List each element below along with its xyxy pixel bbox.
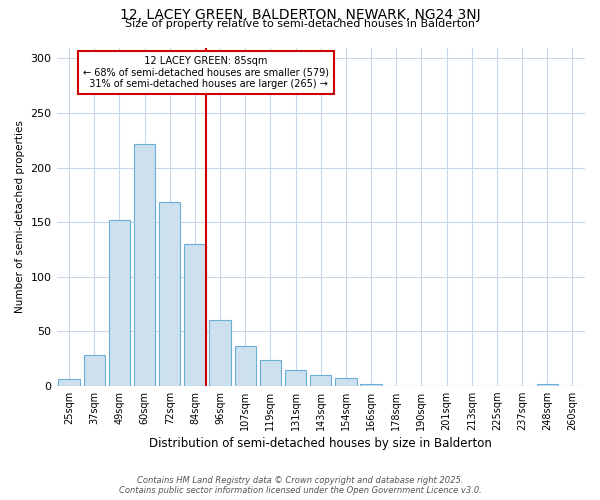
Bar xyxy=(159,202,181,386)
Y-axis label: Number of semi-detached properties: Number of semi-detached properties xyxy=(15,120,25,313)
Bar xyxy=(260,360,281,386)
Bar xyxy=(285,370,307,386)
Text: Contains HM Land Registry data © Crown copyright and database right 2025.
Contai: Contains HM Land Registry data © Crown c… xyxy=(119,476,481,495)
Text: 12, LACEY GREEN, BALDERTON, NEWARK, NG24 3NJ: 12, LACEY GREEN, BALDERTON, NEWARK, NG24… xyxy=(119,8,481,22)
Text: 12 LACEY GREEN: 85sqm  
← 68% of semi-detached houses are smaller (579)
  31% of: 12 LACEY GREEN: 85sqm ← 68% of semi-deta… xyxy=(83,56,329,90)
Bar xyxy=(209,320,231,386)
Bar xyxy=(83,355,105,386)
Bar xyxy=(109,220,130,386)
Bar xyxy=(235,346,256,386)
Bar xyxy=(335,378,356,386)
Bar xyxy=(58,379,80,386)
Bar xyxy=(310,375,331,386)
Text: Size of property relative to semi-detached houses in Balderton: Size of property relative to semi-detach… xyxy=(125,19,475,29)
Bar xyxy=(134,144,155,386)
X-axis label: Distribution of semi-detached houses by size in Balderton: Distribution of semi-detached houses by … xyxy=(149,437,492,450)
Bar xyxy=(184,244,206,386)
Bar xyxy=(536,384,558,386)
Bar xyxy=(361,384,382,386)
